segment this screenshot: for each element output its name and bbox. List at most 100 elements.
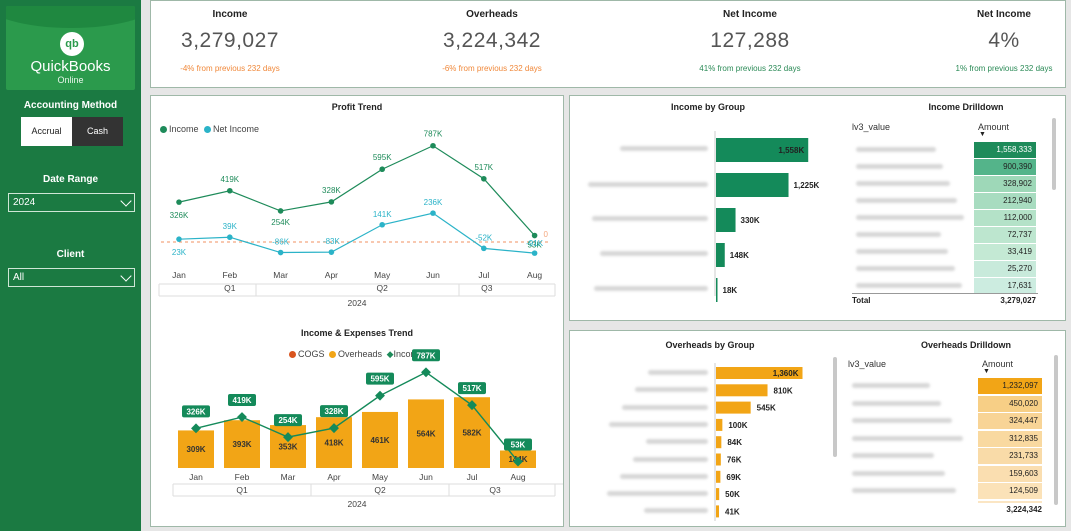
net-income-data-label: 23K <box>172 248 187 257</box>
net-income-point <box>328 249 335 255</box>
net-income-point <box>430 210 436 216</box>
date-range-select[interactable]: 2024 <box>8 193 135 212</box>
income-data-label: 328K <box>322 186 341 195</box>
legend-net-income[interactable]: Net Income <box>213 124 260 134</box>
x-tick-label: Jul <box>467 472 478 482</box>
client-select[interactable]: All <box>8 268 135 287</box>
blurred-label <box>620 473 708 479</box>
overheads-group-bar <box>716 453 721 466</box>
trend-panel: Profit Trend Income Net Income 0 326K 419K… <box>150 95 564 527</box>
accrual-toggle[interactable]: Accrual <box>21 117 72 146</box>
overheads-drill-amount[interactable]: 124,509 <box>978 483 1042 499</box>
income-group-data-label: 1,225K <box>794 181 820 190</box>
cash-toggle[interactable]: Cash <box>72 117 123 146</box>
income-data-label: 326K <box>186 407 205 416</box>
overheads-drill-amount[interactable]: 1,232,097 <box>978 378 1042 394</box>
scrollbar[interactable] <box>1052 118 1056 190</box>
income-data-label: 595K <box>370 375 389 384</box>
legend-dot-icon <box>289 351 296 359</box>
income-drill-amount[interactable]: 1,558,333 <box>974 142 1036 158</box>
kpi-value: 3,279,027 <box>181 29 279 52</box>
blurred-label <box>607 491 708 497</box>
profit-trend-title: Profit Trend <box>331 102 383 112</box>
income-label-box <box>228 394 256 407</box>
sort-desc-icon[interactable]: ▼ <box>979 131 986 138</box>
legend-income[interactable]: Income <box>393 349 424 359</box>
blurred-label <box>856 232 941 237</box>
overheads-group-bar <box>716 436 722 449</box>
income-label-box <box>182 405 210 418</box>
legend-dot-icon <box>204 126 212 134</box>
overheads-drill-col2[interactable]: Amount <box>982 359 1014 369</box>
income-drill-amount[interactable]: 33,419 <box>974 244 1036 260</box>
income-drill-amount[interactable]: 72,737 <box>974 227 1036 243</box>
kpi-title: Net Income <box>977 9 1031 20</box>
net-income-point <box>227 234 233 241</box>
income-group-bar <box>716 138 809 162</box>
overheads-drill-amount[interactable]: 450,020 <box>978 395 1042 412</box>
legend-overheads[interactable]: Overheads <box>338 349 383 359</box>
income-data-label: 419K <box>232 396 251 405</box>
overheads-drill-amount[interactable]: 324,447 <box>978 413 1042 429</box>
blurred-label <box>646 439 708 445</box>
overheads-bar <box>408 399 444 468</box>
income-drill-amount[interactable]: 17,631 <box>974 278 1036 294</box>
income-data-label: 53K <box>527 241 542 250</box>
x-tick-label: Apr <box>325 270 338 280</box>
profit-trend-chart: 0 326K 419K 254K 328K 595K 787K 517K 53K 23K 39K -8… <box>158 130 556 308</box>
income-point <box>227 187 233 194</box>
scrollbar[interactable] <box>833 357 837 457</box>
legend-dot-icon <box>329 351 337 359</box>
kpi-delta: 1% from previous 232 days <box>955 64 1053 73</box>
income-group-chart: 1,558K 1,225K 330K 148K 18K <box>714 131 820 302</box>
overheads-data-label: 309K <box>186 445 205 454</box>
overheads-group-bar <box>716 505 719 518</box>
overheads-data-label: 418K <box>324 439 343 448</box>
net-income-point <box>176 236 182 242</box>
ie-trend-title: Income & Expenses Trend <box>300 328 414 338</box>
scrollbar[interactable] <box>1054 355 1058 505</box>
overheads-drill-amount[interactable]: 159,603 <box>978 465 1042 482</box>
quarter-label: Q2 <box>377 283 389 293</box>
overheads-group-bar <box>716 418 723 431</box>
overheads-bar <box>224 420 260 468</box>
kpi-title: Overheads <box>466 9 518 20</box>
year-label: 2024 <box>348 298 367 308</box>
quarter-label: Q1 <box>224 283 236 293</box>
sort-desc-icon[interactable]: ▼ <box>983 368 990 375</box>
x-tick-label: Feb <box>222 270 237 280</box>
income-drill-col2[interactable]: Amount <box>978 122 1010 132</box>
kpi-value: 3,224,342 <box>443 29 541 52</box>
income-drill-amount[interactable]: 328,902 <box>974 176 1036 192</box>
legend-cogs[interactable]: COGS <box>298 349 325 359</box>
income-data-label: 419K <box>220 175 239 184</box>
legend-income[interactable]: Income <box>169 124 199 134</box>
overheads-group-data-label: 1,360K <box>773 369 799 378</box>
income-point <box>328 199 335 205</box>
logo-sub: Online <box>57 75 84 85</box>
blurred-label <box>852 488 956 493</box>
overheads-drill-amount[interactable]: 231,733 <box>978 448 1042 464</box>
chevron-down-icon <box>120 195 132 207</box>
income-drill-amount[interactable]: 112,000 <box>974 210 1036 226</box>
x-tick-label: Mar <box>281 472 296 482</box>
income-point <box>513 456 523 467</box>
income-drill-amount[interactable]: 900,390 <box>974 159 1036 175</box>
overheads-data-label: 393K <box>232 440 251 449</box>
overheads-group-bar <box>716 488 720 501</box>
income-group-bar <box>716 243 725 267</box>
blurred-label <box>852 418 952 423</box>
income-drill-col1[interactable]: lv3_value <box>852 122 891 132</box>
overheads-drill-amount[interactable]: 312,835 <box>978 430 1042 447</box>
overheads-drill-col1[interactable]: lv3_value <box>848 359 887 369</box>
legend-diamond-icon: ◆ <box>386 349 394 359</box>
income-group-data-label: 1,558K <box>778 146 804 155</box>
income-drill-title: Income Drilldown <box>928 102 1004 112</box>
income-drill-amount[interactable]: 212,940 <box>974 193 1036 209</box>
overheads-group-bar <box>716 367 803 379</box>
overheads-bar <box>178 430 214 468</box>
kpi-delta: 41% from previous 232 days <box>699 64 801 73</box>
blurred-label <box>648 370 708 375</box>
income-drill-amount[interactable]: 25,270 <box>974 261 1036 277</box>
quarter-label: Q1 <box>236 485 248 495</box>
